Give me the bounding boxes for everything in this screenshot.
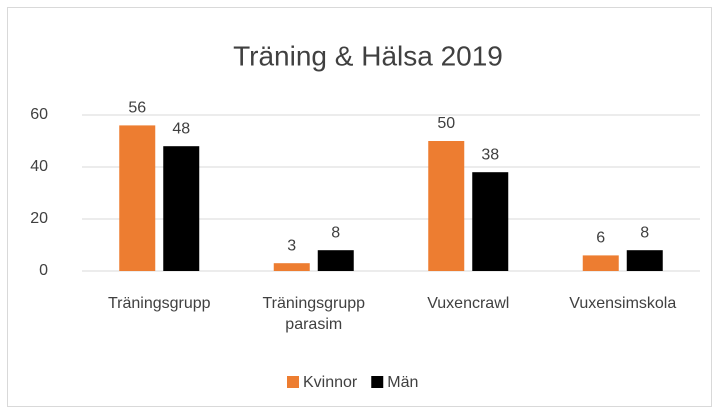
- chart-title: Träning & Hälsa 2019: [233, 40, 503, 71]
- x-tick-label: Träningsgrupp: [107, 295, 211, 312]
- bar: [163, 146, 200, 271]
- data-label: 3: [287, 237, 296, 254]
- bar: [428, 141, 465, 271]
- x-tick-label: Vuxencrawl: [427, 295, 510, 312]
- legend-swatch: [371, 376, 384, 388]
- y-tick-label: 60: [30, 106, 48, 123]
- bar: [626, 250, 663, 271]
- legend-label: Män: [387, 374, 418, 391]
- bar: [273, 263, 310, 271]
- x-tick-label: Vuxensimskola: [569, 295, 677, 312]
- data-label: 56: [128, 100, 146, 117]
- data-label: 48: [172, 120, 190, 137]
- data-label: 8: [640, 224, 649, 241]
- y-tick-label: 20: [30, 210, 48, 227]
- data-label: 6: [596, 230, 605, 247]
- y-tick-label: 40: [30, 158, 48, 175]
- legend-label: Kvinnor: [303, 374, 358, 391]
- data-label: 38: [481, 146, 499, 163]
- y-tick-label: 0: [39, 262, 48, 279]
- bar: [119, 125, 156, 272]
- data-label: 50: [437, 115, 455, 132]
- bar: [472, 172, 509, 271]
- x-tick-label: Träningsgrupp parasim: [262, 295, 366, 333]
- data-label: 8: [331, 224, 340, 241]
- legend-swatch: [287, 376, 299, 388]
- bar: [317, 250, 354, 271]
- bar: [582, 255, 619, 271]
